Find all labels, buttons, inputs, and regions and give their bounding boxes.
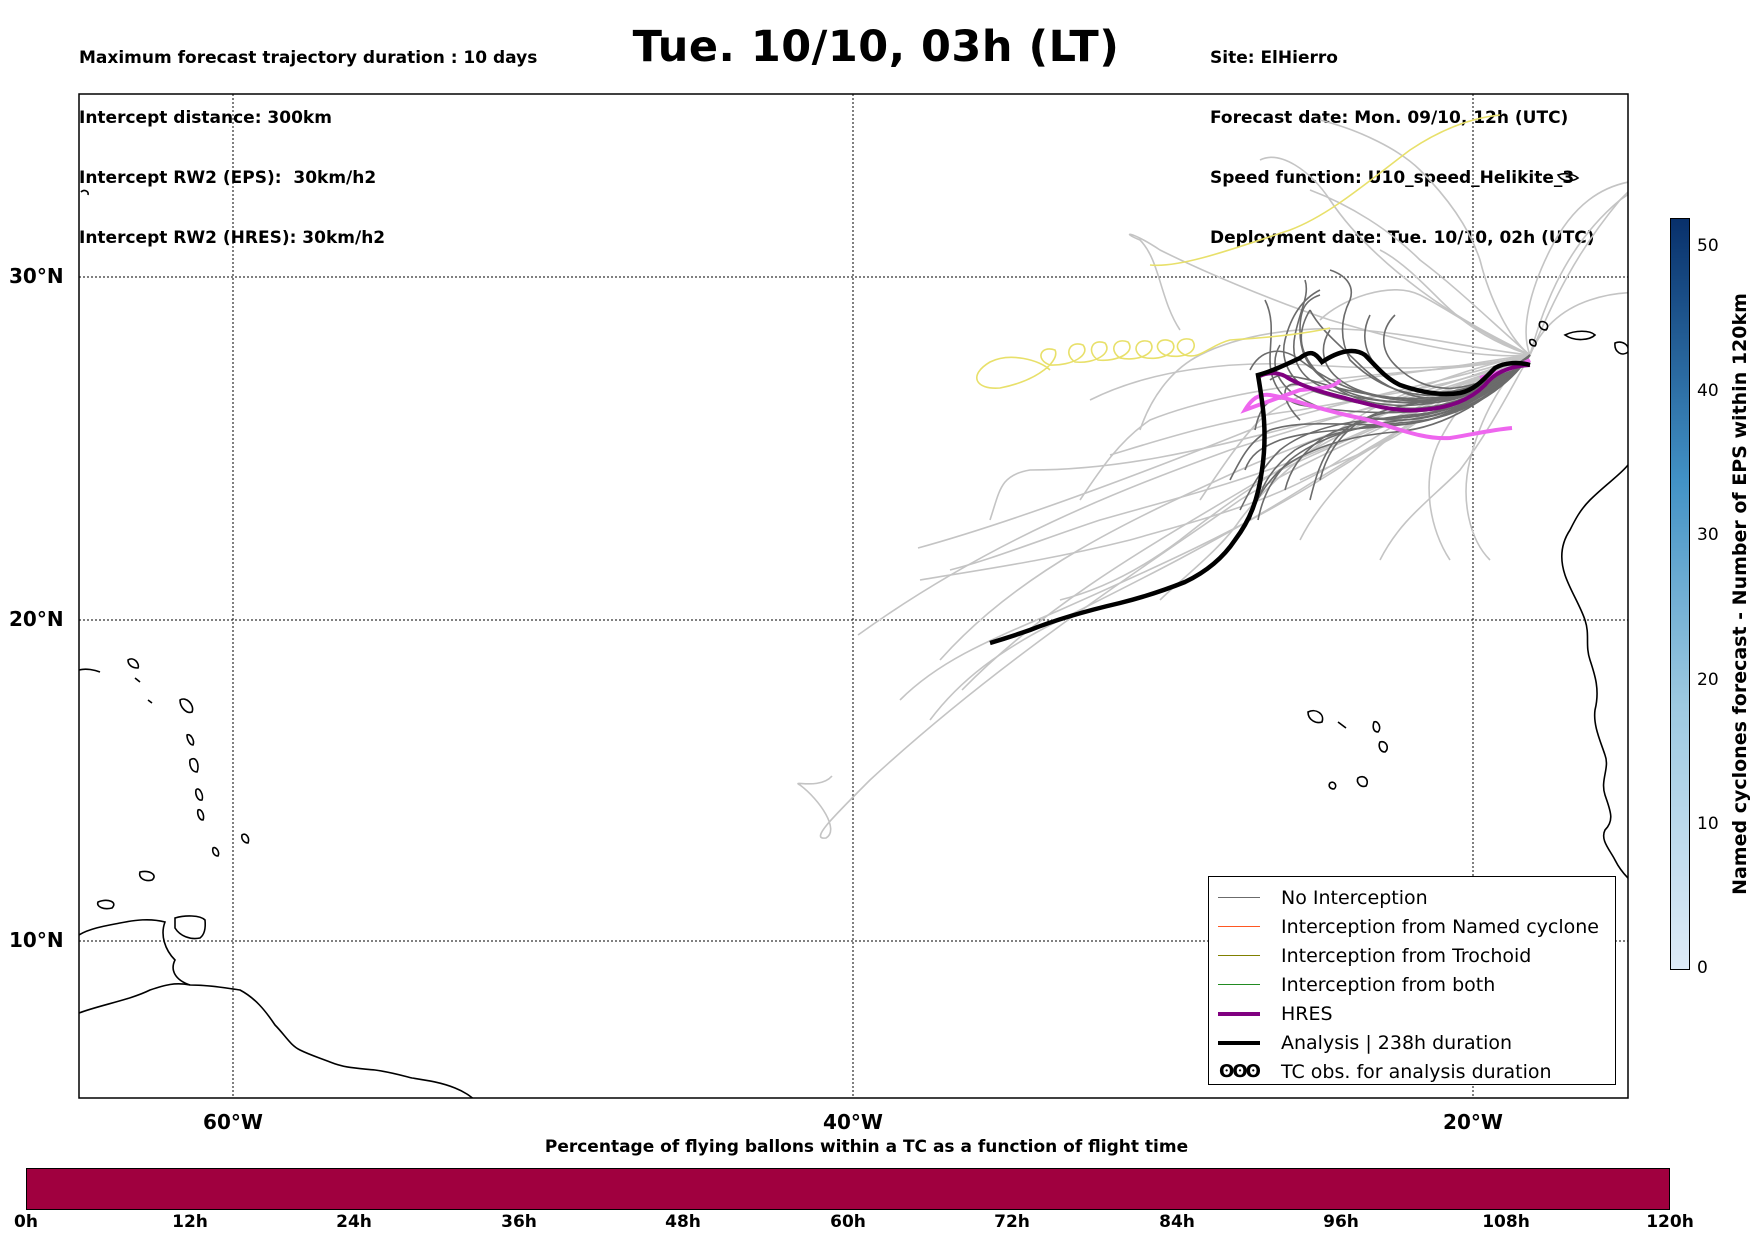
legend-label: Analysis | 238h duration — [1281, 1031, 1513, 1054]
colorbar-tick-30: 30 — [1697, 525, 1719, 545]
coastlines — [79, 172, 1628, 1098]
canary-island-3 — [1538, 320, 1549, 331]
cape-verde-3 — [1372, 720, 1381, 733]
cape-verde-5 — [1356, 775, 1369, 788]
colorbar-right-label-text: Named cyclones forecast - Number of EPS … — [1729, 293, 1751, 895]
bottom-tick-84h: 84h — [1159, 1212, 1195, 1232]
barbados — [241, 833, 250, 844]
info-line: Intercept RW2 (EPS): 30km/h2 — [79, 168, 377, 188]
legend-item-analysis: Analysis | 238h duration — [1209, 1028, 1615, 1057]
cape-verde-1 — [1307, 709, 1324, 724]
bottom-tick-12h: 12h — [172, 1212, 208, 1232]
legend-item-tc-obs: ʘʘʘ TC obs. for analysis duration — [1209, 1057, 1615, 1086]
lat-label-30n: 30°N — [9, 264, 64, 288]
colorbar-tick-10: 10 — [1697, 814, 1719, 834]
colorbar-bottom — [26, 1168, 1670, 1210]
yellow-trajectories — [976, 114, 1501, 389]
colorbar-right — [1670, 218, 1690, 970]
lon-label-20w: 20°W — [1443, 1110, 1503, 1134]
pink-track — [1240, 378, 1513, 441]
lesser-antilles-6 — [211, 846, 220, 857]
africa-coast — [1560, 464, 1628, 879]
info-line: Speed function: U10_speed_Helikite_3 — [1210, 168, 1575, 188]
bottom-tick-60h: 60h — [830, 1212, 866, 1232]
colorbar-tick-40: 40 — [1697, 381, 1719, 401]
colorbar-tick-0: 0 — [1697, 958, 1708, 978]
lat-label-10n: 10°N — [9, 928, 64, 952]
lesser-antilles-2 — [195, 788, 204, 801]
bottom-tick-72h: 72h — [994, 1212, 1030, 1232]
colorbar-tick-50: 50 — [1697, 236, 1719, 256]
forecast-parameters: Maximum forecast trajectory duration : 1… — [79, 8, 537, 268]
lesser-antilles-1 — [186, 733, 195, 746]
info-line: Site: ElHierro — [1210, 48, 1338, 68]
legend-label: No Interception — [1281, 886, 1428, 909]
legend-item-hres: HRES — [1209, 999, 1615, 1028]
lesser-antilles-3 — [196, 808, 205, 821]
lesser-antilles-4 — [179, 698, 194, 714]
legend-label: HRES — [1281, 1002, 1333, 1025]
puerto-rico-tip — [79, 668, 101, 673]
canary-island-4 — [1528, 338, 1537, 347]
legend-label: TC obs. for analysis duration — [1281, 1060, 1552, 1083]
tc-symbol-icon: ʘʘʘ — [1219, 1061, 1261, 1082]
lon-label-40w: 40°W — [823, 1110, 883, 1134]
cape-verde-6 — [1328, 781, 1337, 790]
colorbar-tick-20: 20 — [1697, 670, 1719, 690]
antilles-small-a — [134, 677, 141, 683]
legend-item-named-cyclone: Interception from Named cyclone — [1209, 912, 1615, 941]
analysis-track — [989, 348, 1531, 646]
bottom-tick-48h: 48h — [665, 1212, 701, 1232]
venezuela-coast — [79, 918, 191, 986]
info-line: Intercept distance: 300km — [79, 108, 332, 128]
antilles-small-b — [147, 699, 153, 704]
lesser-antilles-5 — [189, 757, 199, 773]
info-line: Intercept RW2 (HRES): 30km/h2 — [79, 228, 386, 248]
info-line: Maximum forecast trajectory duration : 1… — [79, 48, 538, 68]
page-title: Tue. 10/10, 03h (LT) — [632, 22, 1120, 72]
virgin-islands — [127, 658, 140, 669]
map-legend: No Interception Interception from Named … — [1208, 876, 1616, 1085]
trinidad — [174, 915, 207, 940]
bottom-tick-24h: 24h — [336, 1212, 372, 1232]
madeira — [1556, 172, 1580, 182]
info-line: Forecast date: Mon. 09/10, 12h (UTC) — [1210, 108, 1569, 128]
legend-label: Interception from both — [1281, 973, 1496, 996]
south-america-coast — [79, 983, 474, 1098]
bottom-tick-36h: 36h — [501, 1212, 537, 1232]
legend-item-trochoid: Interception from Trochoid — [1209, 941, 1615, 970]
hres-track — [1259, 363, 1531, 413]
bottom-tick-96h: 96h — [1323, 1212, 1359, 1232]
bottom-tick-0h: 0h — [14, 1212, 38, 1232]
bottom-tick-108h: 108h — [1482, 1212, 1530, 1232]
legend-item-both: Interception from both — [1209, 970, 1615, 999]
canary-island-2 — [1563, 330, 1597, 341]
colorbar-right-fill — [1671, 219, 1689, 969]
lon-label-60w: 60°W — [203, 1110, 263, 1134]
eps-trajectories-light — [797, 119, 1628, 839]
cape-verde-4 — [1378, 740, 1388, 753]
cape-verde-2 — [1337, 721, 1347, 729]
bottom-tick-120h: 120h — [1646, 1212, 1694, 1232]
bermuda — [80, 189, 89, 196]
tobago — [96, 899, 115, 910]
site-parameters: Site: ElHierro Forecast date: Mon. 09/10… — [1210, 8, 1595, 268]
lat-label-20n: 20°N — [9, 607, 64, 631]
legend-label: Interception from Named cyclone — [1281, 915, 1599, 938]
map-frame — [78, 93, 1629, 1099]
legend-item-no-interception: No Interception — [1209, 883, 1615, 912]
canary-island-1 — [1614, 341, 1628, 355]
legend-label: Interception from Trochoid — [1281, 944, 1532, 967]
grenada — [138, 870, 155, 882]
colorbar-bottom-title: Percentage of flying ballons within a TC… — [544, 1137, 1189, 1157]
